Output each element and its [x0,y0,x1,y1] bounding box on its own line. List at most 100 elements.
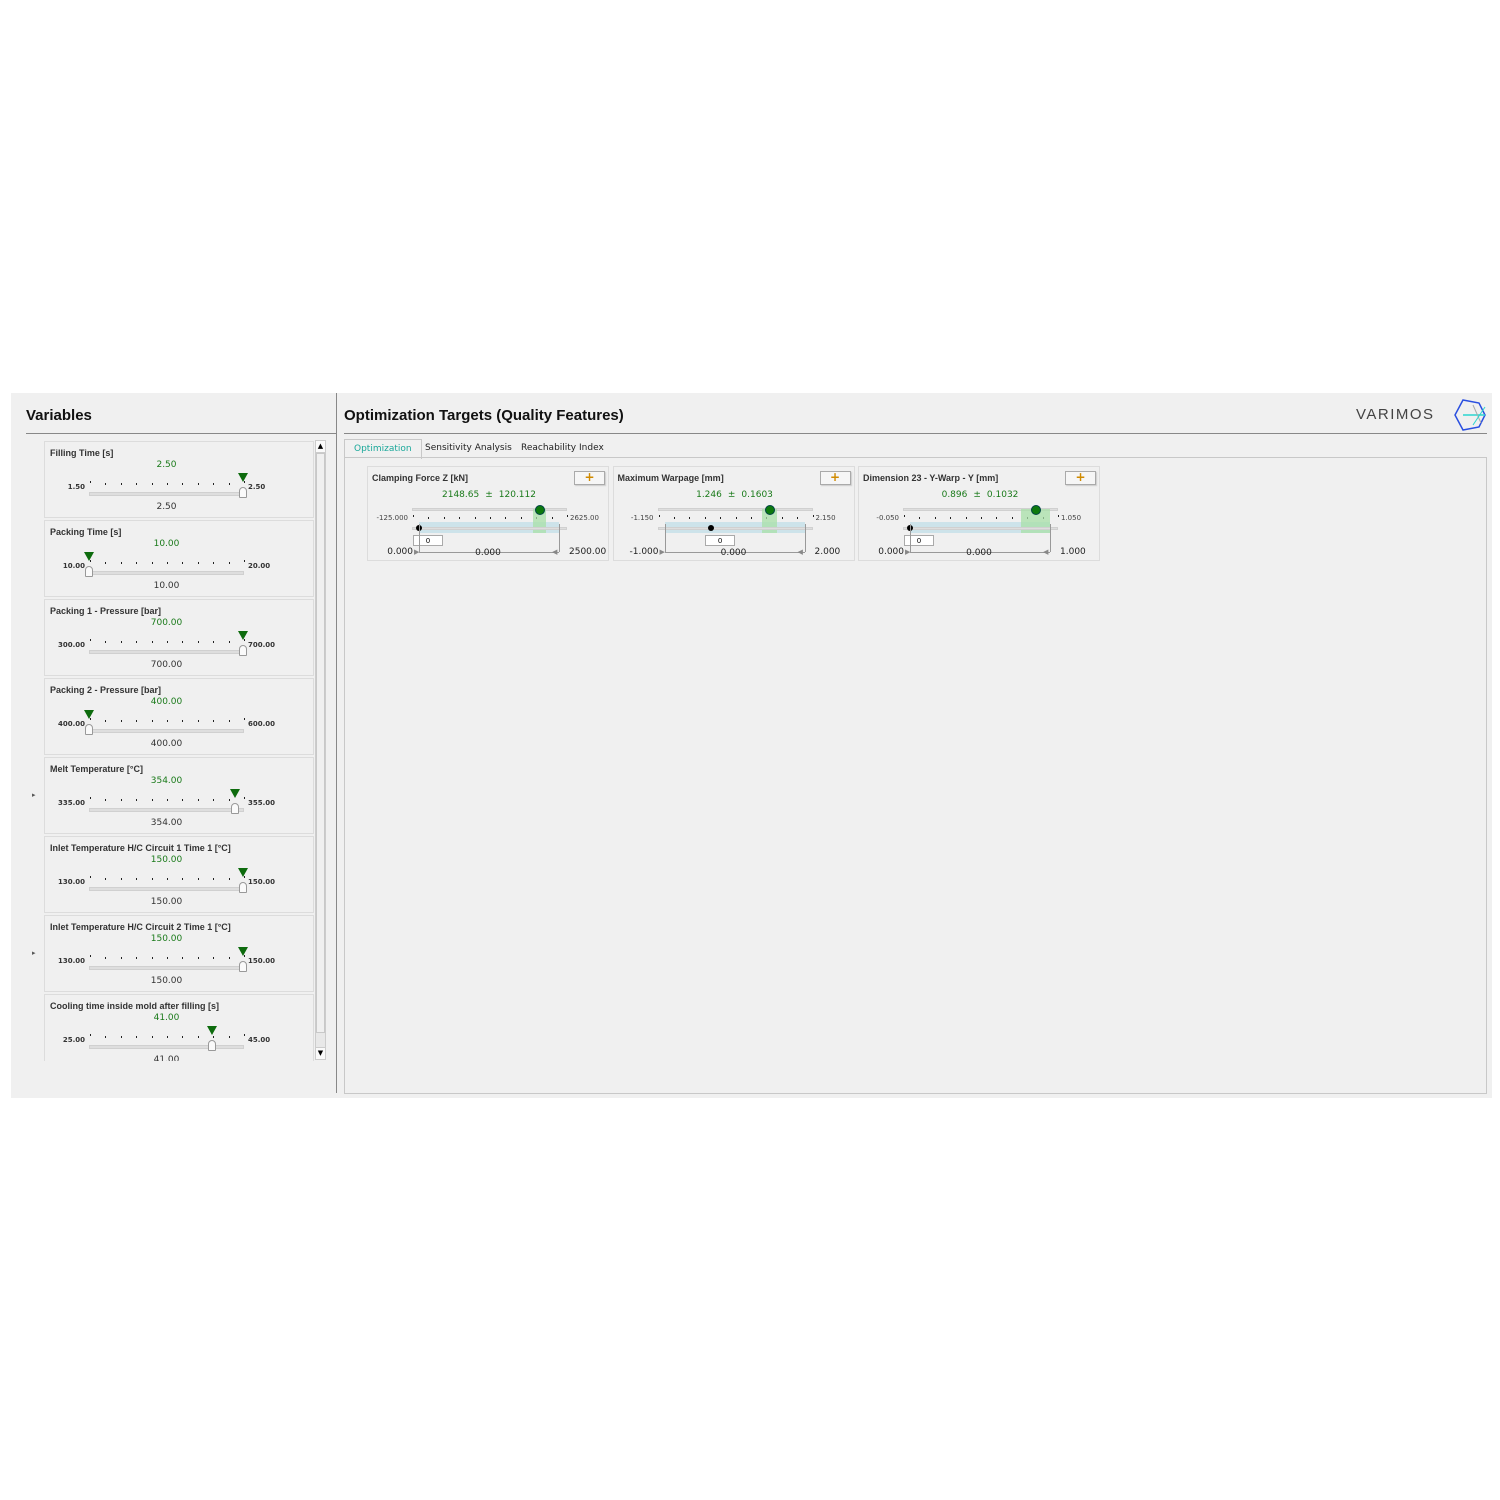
target-track[interactable] [657,527,813,530]
slider-tick [105,720,107,722]
variable-card: Cooling time inside mold after filling [… [44,994,314,1061]
prediction-std: 120.112 [498,490,536,500]
slider-tick [120,799,122,801]
lower-bound-line [664,524,666,552]
upper-bound[interactable]: 2.000 [814,547,841,557]
prediction-mean: 0.896 [941,490,968,500]
range-min: -0.050 [876,514,899,522]
slider-tick [244,1034,245,1036]
slider-tick [213,957,215,959]
lower-bound[interactable]: 0.000 [859,547,904,557]
slider-thumb[interactable] [85,724,93,735]
slider-tick [167,483,168,485]
slider-thumb[interactable] [231,803,240,814]
target-track[interactable] [412,527,567,530]
slider-tick [90,718,91,720]
slider-tick [105,1036,107,1038]
optimization-tab-panel [344,457,1487,1094]
slider-thumb[interactable] [239,487,247,498]
add-button[interactable]: + [1065,471,1096,485]
target-name: Maximum Warpage [mm] [617,473,724,483]
variable-card: Packing 2 - Pressure [bar] 400.00 400.00 60… [44,678,314,755]
range-tick [965,517,967,519]
target-input[interactable]: 0 [904,535,934,546]
slider-tick [151,562,153,564]
add-button[interactable]: + [819,471,851,485]
expand-arrow-icon[interactable]: ▸ [32,791,36,799]
target-value-handle[interactable] [708,525,715,531]
slider-min: 130.00 [57,957,85,965]
slider-max: 355.00 [248,799,276,807]
slider-tick [197,878,199,880]
slider-tick [167,641,168,643]
tab-optimization[interactable]: Optimization [344,439,422,459]
slider-track[interactable] [89,492,244,496]
varimos-logo-icon [1454,399,1486,431]
slider-tick [90,560,91,562]
scroll-up-icon[interactable]: ▲ [316,441,325,453]
range-max: 2625.00 [570,514,599,522]
slider-tick [244,481,245,483]
range-tick [474,517,476,519]
prediction-track [903,508,1058,511]
slider-tick [151,878,153,880]
prediction-mean: 2148.65 [442,490,480,500]
slider-track[interactable] [89,808,244,812]
add-button[interactable]: + [574,471,605,485]
expand-arrow-icon[interactable]: ▸ [32,949,36,957]
slider-tick [197,562,199,564]
range-tick [413,515,414,517]
tab-sensitivity-analysis[interactable]: Sensitivity Analysis [425,443,512,453]
tab-reachability-index[interactable]: Reachability Index [521,443,604,453]
target-input[interactable]: 0 [705,535,736,546]
slider-min: 335.00 [57,799,85,807]
slider-thumb[interactable] [239,882,247,893]
slider-track[interactable] [89,729,244,733]
range-min: -125.000 [376,514,408,522]
slider-tick [197,483,199,485]
app-window: Variables Filling Time [s] 2.50 1.50 2.50 2.… [11,393,1492,1098]
slider-thumb[interactable] [239,961,247,972]
slider-thumb[interactable] [85,566,93,577]
scrollbar-thumb[interactable] [316,453,325,1033]
slider-track[interactable] [89,887,244,891]
slider-thumb[interactable] [208,1040,217,1051]
variable-name: Inlet Temperature H/C Circuit 2 Time 1 [… [50,922,231,932]
target-track[interactable] [903,527,1058,530]
variable-value: 700.00 [150,618,183,628]
target-input[interactable]: 0 [413,535,443,546]
upper-bound[interactable]: 2500.00 [569,547,607,557]
slider-tick [213,720,215,722]
range-tick [812,515,814,517]
value-marker-icon [84,710,94,719]
range-tick [981,517,982,519]
range-tick [934,517,936,519]
slider-track[interactable] [89,1045,244,1049]
prediction-std: 0.1032 [986,490,1019,500]
prediction-track [412,508,567,511]
upper-bound[interactable]: 1.000 [1060,547,1086,557]
target-prediction: 0.896 ±0.1032 [859,490,1101,500]
lower-bound[interactable]: 0.000 [368,547,413,557]
slider-thumb[interactable] [239,645,247,656]
slider-max: 2.50 [248,483,266,491]
slider-tick [151,641,153,643]
slider-track[interactable] [89,966,244,970]
slider-tick [182,720,184,722]
slider-max: 150.00 [248,878,276,886]
slider-tick [244,718,245,720]
slider-track[interactable] [89,650,244,654]
prediction-pm: ± [973,490,981,500]
range-tick [781,517,783,519]
slider-tick [182,878,184,880]
slider-current-value: 150.00 [150,976,183,986]
scroll-down-icon[interactable]: ▼ [316,1047,325,1059]
variable-value: 150.00 [150,855,183,865]
slider-tick [136,799,138,801]
variables-scrollbar[interactable]: ▲ ▼ [315,440,326,1060]
slider-tick [197,1036,199,1038]
upper-arrow-icon: ◀ [797,548,803,556]
value-marker-icon [230,789,241,798]
lower-bound[interactable]: -1.000 [613,547,659,557]
slider-track[interactable] [89,571,244,575]
